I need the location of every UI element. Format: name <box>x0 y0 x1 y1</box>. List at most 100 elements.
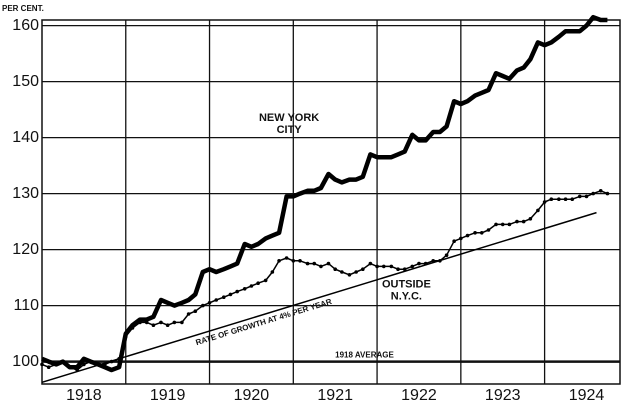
x-tick-label: 1923 <box>485 387 521 404</box>
series-label-line: CITY <box>277 124 303 136</box>
point <box>82 362 86 367</box>
point <box>54 362 59 367</box>
point <box>88 359 93 364</box>
point <box>473 231 477 235</box>
series-line <box>41 190 608 371</box>
point <box>144 320 149 325</box>
point <box>249 284 254 288</box>
point <box>361 267 365 272</box>
point <box>221 295 226 300</box>
point <box>542 200 547 204</box>
point <box>452 239 456 243</box>
point <box>375 264 379 269</box>
point <box>235 289 239 294</box>
point <box>396 267 400 272</box>
point <box>312 261 317 266</box>
point <box>591 191 595 196</box>
point <box>410 264 415 269</box>
series-label-line: N.Y.C. <box>391 290 422 302</box>
point <box>186 312 191 316</box>
y-tick-label: 110 <box>13 297 39 314</box>
point <box>298 259 302 263</box>
point <box>256 281 260 286</box>
point <box>151 323 156 328</box>
point <box>515 219 519 224</box>
point <box>479 231 484 235</box>
point <box>340 270 344 274</box>
point <box>326 261 331 266</box>
point <box>368 261 373 266</box>
point <box>61 359 65 364</box>
point <box>459 236 463 241</box>
point <box>319 264 323 269</box>
point <box>486 228 491 232</box>
point <box>46 365 51 370</box>
y-tick-label: 100 <box>12 353 39 370</box>
point <box>193 309 198 314</box>
point <box>159 320 163 325</box>
reference-label: 1918 AVERAGE <box>335 351 394 360</box>
point <box>277 259 281 263</box>
point <box>67 365 72 370</box>
point <box>180 320 184 325</box>
point <box>598 189 603 193</box>
point <box>270 270 275 274</box>
series-label-line: OUTSIDE <box>382 278 431 290</box>
point <box>584 194 589 199</box>
y-axis-label: PER CENT. <box>2 4 44 13</box>
point <box>201 303 205 308</box>
point <box>138 320 142 325</box>
series-label: NEW YORK CITY <box>259 112 319 136</box>
point <box>528 217 533 221</box>
point <box>563 197 568 201</box>
point <box>577 194 582 199</box>
point <box>263 278 268 283</box>
series-label-line: NEW YORK <box>259 112 319 124</box>
point <box>549 197 554 201</box>
x-tick-label: 1918 <box>66 387 102 404</box>
point <box>521 219 526 224</box>
point <box>214 298 219 302</box>
x-tick-label: 1924 <box>569 387 605 404</box>
y-tick-label: 120 <box>12 241 39 258</box>
point <box>381 264 386 269</box>
point <box>228 292 233 297</box>
x-tick-label: 1921 <box>317 387 353 404</box>
point <box>242 287 247 291</box>
point <box>172 320 177 325</box>
point <box>465 233 470 238</box>
y-tick-label: 150 <box>12 73 39 90</box>
x-tick-label: 1919 <box>150 387 186 404</box>
point <box>507 222 512 227</box>
point <box>605 191 610 196</box>
point <box>207 301 212 305</box>
point <box>500 222 505 227</box>
point <box>130 326 135 330</box>
y-tick-label: 130 <box>12 185 39 202</box>
point <box>570 197 575 201</box>
series-line <box>41 211 597 384</box>
series-label: OUTSIDE N.Y.C. <box>382 278 431 302</box>
point <box>354 270 358 274</box>
point <box>284 256 289 260</box>
point <box>444 253 449 257</box>
y-tick-label: 140 <box>12 129 39 146</box>
point <box>347 273 352 277</box>
point <box>402 267 407 272</box>
series-label: RATE OF GROWTH AT 4% PER YEAR <box>195 297 334 347</box>
point <box>417 261 421 266</box>
point <box>165 323 170 328</box>
point <box>123 334 128 339</box>
point <box>536 208 540 213</box>
point <box>494 222 498 227</box>
point <box>291 259 296 263</box>
y-tick-label: 160 <box>12 17 39 34</box>
series-line <box>41 14 608 373</box>
point <box>389 264 394 269</box>
x-tick-label: 1922 <box>401 387 437 404</box>
plot-frame <box>41 19 621 385</box>
point <box>40 362 44 367</box>
point <box>305 261 310 266</box>
point <box>557 197 561 201</box>
